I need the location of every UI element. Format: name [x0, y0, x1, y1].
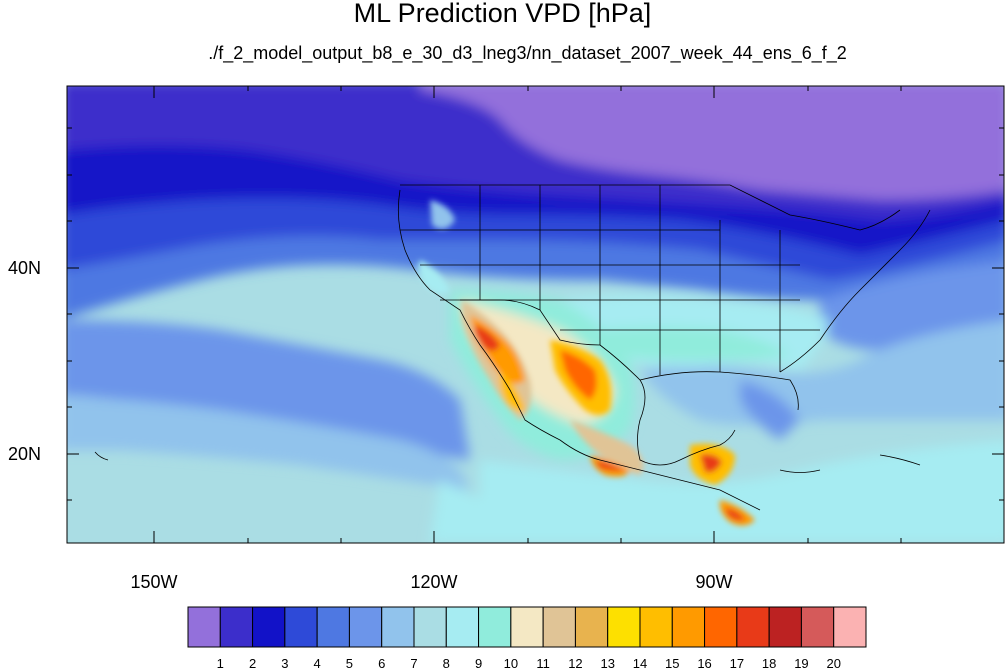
colorbar-tick-label: 7	[410, 656, 418, 671]
colorbar-tick-label: 2	[248, 656, 257, 671]
colorbar-tick-label: 16	[697, 656, 712, 671]
colorbar-tick-label: 11	[536, 656, 550, 671]
colorbar-tick-label: 17	[729, 656, 745, 671]
colorbar-swatch	[704, 606, 738, 648]
lon-label-120w: 120W	[410, 572, 458, 592]
chart-subtitle: ./f_2_model_output_b8_e_30_d3_lneg3/nn_d…	[208, 43, 847, 63]
colorbar-tick-label: 5	[345, 656, 354, 671]
colorbar-swatch	[348, 606, 383, 648]
colorbar-tick-label: 1	[216, 656, 224, 671]
axis-ticks	[67, 86, 1004, 543]
colorbar-swatch	[252, 606, 286, 648]
colorbar-tick-label: 14	[632, 656, 648, 671]
colorbar-tick-label: 12	[568, 656, 583, 671]
lon-label-90w: 90W	[695, 572, 733, 592]
colorbar-swatch	[768, 606, 802, 648]
colorbar-tick-label: 15	[665, 656, 680, 671]
colorbar-swatch	[510, 606, 544, 648]
colorbar-swatch	[284, 606, 318, 648]
colorbar-tick-label: 18	[761, 656, 777, 671]
colorbar-swatch	[736, 606, 770, 648]
colorbar-swatch	[219, 606, 254, 648]
colorbar-swatch	[445, 606, 480, 648]
colorbar-swatch	[413, 606, 447, 648]
colorbar-tick-label: 8	[442, 656, 450, 671]
colorbar-swatch	[574, 606, 609, 648]
colorbar-tick-label: 13	[600, 656, 615, 671]
lon-label-150w: 150W	[130, 572, 178, 592]
colorbar-swatch	[607, 606, 641, 648]
colorbar-tick-label: 6	[378, 656, 386, 671]
colorbar-swatch	[542, 606, 576, 648]
colorbar-swatch	[833, 606, 867, 648]
colorbar-tick-label: 3	[281, 656, 289, 671]
colorbar-swatch	[187, 606, 221, 648]
colorbar	[187, 606, 867, 648]
vpd-field	[67, 86, 1004, 543]
colorbar-tick-label: 19	[794, 656, 809, 671]
colorbar-tick-label: 4	[313, 656, 321, 671]
colorbar-swatch	[800, 606, 835, 648]
colorbar-swatch	[671, 606, 706, 648]
colorbar-swatch	[381, 606, 415, 648]
colorbar-swatch	[316, 606, 350, 648]
colorbar-tick-label: 9	[474, 656, 483, 671]
colorbar-tick-label: 20	[826, 656, 841, 671]
colorbar-swatch	[639, 606, 673, 648]
lat-label-20n: 20N	[8, 444, 42, 464]
colorbar-tick-label: 10	[503, 656, 519, 671]
colorbar-swatch	[478, 606, 512, 648]
lat-label-40n: 40N	[8, 258, 42, 278]
coastlines	[94, 184, 931, 511]
chart-title: ML Prediction VPD [hPa]	[353, 0, 652, 28]
